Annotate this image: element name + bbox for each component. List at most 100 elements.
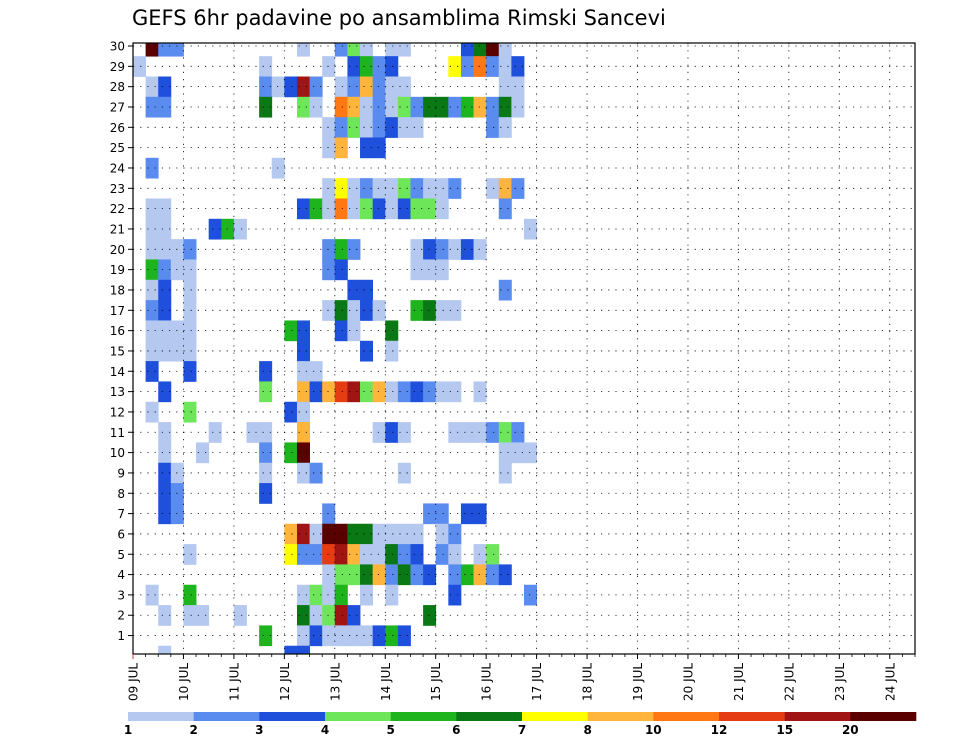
heatmap-cell [347, 56, 361, 77]
heatmap-cell [397, 96, 411, 118]
y-axis: 1234567891011121314151617181920212223242… [110, 40, 133, 643]
heatmap-cell [448, 178, 462, 199]
heatmap-cell [170, 43, 184, 57]
heatmap-cell [296, 43, 310, 57]
x-tick-label: 11 JUL [227, 663, 241, 701]
heatmap-cell [259, 442, 273, 464]
heatmap-cell [460, 43, 474, 57]
heatmap-cell [271, 157, 285, 179]
heatmap-cell [145, 43, 159, 57]
colorbar-label: 10 [645, 723, 662, 737]
heatmap-cell [296, 462, 310, 484]
heatmap-cell [284, 76, 298, 98]
x-tick-label: 12 JUL [278, 663, 292, 701]
heatmap-cell [347, 96, 361, 118]
heatmap-cell [473, 422, 487, 443]
heatmap-cell [524, 442, 538, 464]
heatmap-cell [183, 584, 197, 606]
heatmap-cells [133, 43, 538, 655]
heatmap-cell [486, 564, 500, 586]
heatmap-cell [410, 259, 424, 281]
heatmap-cell [385, 422, 399, 443]
colorbar-swatch [390, 712, 457, 721]
heatmap-cell [246, 422, 260, 443]
heatmap-cell [347, 239, 361, 260]
y-tick-label: 16 [110, 324, 125, 338]
heatmap-cell [423, 564, 437, 586]
x-tick-label: 24 JUL [883, 663, 897, 701]
heatmap-cell [296, 645, 310, 655]
heatmap-cell [435, 544, 449, 565]
heatmap-cell [334, 605, 348, 626]
y-tick-label: 28 [110, 80, 125, 94]
heatmap-cell [296, 320, 310, 342]
heatmap-cell [158, 605, 172, 626]
heatmap-cell [360, 117, 374, 138]
heatmap-cell [334, 76, 348, 98]
heatmap-cell [498, 117, 512, 138]
heatmap-cell [158, 96, 172, 118]
heatmap-cell [397, 117, 411, 138]
colorbar-swatch [325, 712, 391, 721]
heatmap-cell [360, 523, 374, 545]
heatmap-cell [423, 503, 437, 525]
colorbar-label: 15 [776, 723, 793, 737]
heatmap-cell [410, 96, 424, 118]
heatmap-cell [145, 157, 159, 179]
colorbar-swatch [193, 712, 260, 721]
heatmap-cell [397, 625, 411, 647]
heatmap-cell [385, 340, 399, 362]
heatmap-cell [334, 625, 348, 647]
heatmap-cell [334, 544, 348, 565]
heatmap-cell [360, 300, 374, 321]
heatmap-cell [322, 625, 336, 647]
x-tick-label: 09 JUL [127, 663, 141, 701]
heatmap-cell [448, 564, 462, 586]
heatmap-cell [158, 645, 172, 655]
heatmap-cell [435, 503, 449, 525]
heatmap-cell [435, 198, 449, 220]
heatmap-cell [473, 381, 487, 403]
y-tick-label: 24 [110, 161, 125, 175]
heatmap-cell [448, 523, 462, 545]
colorbar-swatch [522, 712, 588, 721]
heatmap-cell [208, 218, 222, 240]
heatmap-cell [435, 239, 449, 260]
heatmap-cell [486, 422, 500, 443]
y-tick-label: 22 [110, 202, 125, 216]
y-tick-label: 20 [110, 243, 125, 257]
heatmap-cell [322, 178, 336, 199]
heatmap-cell [372, 300, 386, 321]
heatmap-cell [473, 564, 487, 586]
heatmap-cell [423, 259, 437, 281]
heatmap-cell [372, 137, 386, 159]
heatmap-cell [334, 137, 348, 159]
heatmap-cell [360, 381, 374, 403]
heatmap-cell [334, 584, 348, 606]
heatmap-cell [233, 605, 247, 626]
heatmap-cell [498, 442, 512, 464]
heatmap-cell [145, 279, 159, 301]
heatmap-cell [296, 401, 310, 423]
heatmap-cell [435, 259, 449, 281]
heatmap-cell [284, 645, 298, 655]
heatmap-cell [158, 483, 172, 504]
heatmap-cell [360, 198, 374, 220]
heatmap-cell [334, 178, 348, 199]
heatmap-cell [360, 76, 374, 98]
heatmap-cell [448, 584, 462, 606]
heatmap-cell [385, 96, 399, 118]
heatmap-cell [296, 381, 310, 403]
heatmap-cell [347, 605, 361, 626]
heatmap-cell [309, 523, 323, 545]
colorbar-swatch [259, 712, 326, 721]
heatmap-cell [511, 96, 525, 118]
heatmap-cell [347, 320, 361, 342]
heatmap-cell [511, 442, 525, 464]
heatmap-cell [309, 76, 323, 98]
heatmap-cell [410, 178, 424, 199]
heatmap-cell [322, 523, 336, 545]
heatmap-cell [448, 300, 462, 321]
heatmap-cell [410, 564, 424, 586]
heatmap-cell [460, 564, 474, 586]
